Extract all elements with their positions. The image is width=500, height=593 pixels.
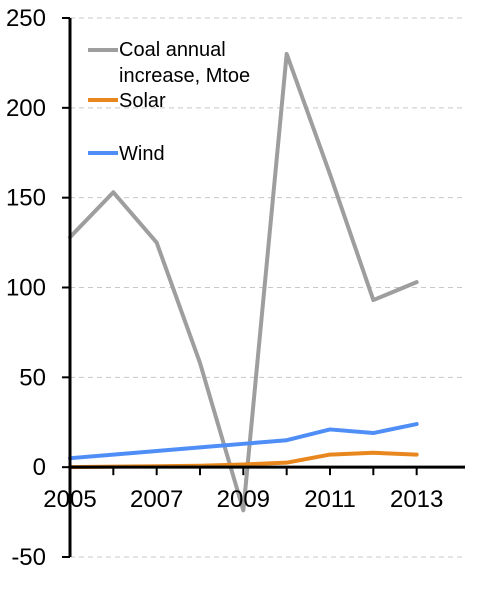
axes — [62, 17, 465, 558]
y-tick-label: 250 — [6, 5, 46, 32]
y-tick-label: 150 — [6, 185, 46, 212]
series-line-wind — [68, 422, 419, 461]
legend: Coal annual increase, Mtoe Solar Wind — [88, 39, 250, 165]
y-tick-label: 50 — [19, 364, 46, 391]
x-tick-label: 2009 — [217, 486, 270, 513]
y-tick-label: 0 — [33, 454, 46, 481]
y-tick-label: 100 — [6, 275, 46, 302]
series-lines — [68, 51, 419, 513]
x-tick-label: 2013 — [390, 486, 443, 513]
legend-label: increase, Mtoe — [119, 65, 250, 87]
x-tick-label: 2007 — [130, 486, 183, 513]
x-tick-label: 2005 — [43, 486, 96, 513]
y-tick-labels: 250 200 150 100 50 0 -50 — [6, 5, 46, 571]
legend-label: Coal annual — [119, 39, 226, 61]
legend-label: Wind — [119, 143, 165, 165]
series-line-coal — [68, 51, 419, 513]
x-tick-labels: 2005 2007 2009 2011 2013 — [43, 486, 443, 513]
x-tick-label: 2011 — [304, 486, 356, 513]
gridlines — [70, 17, 465, 558]
y-tick-label: 200 — [6, 95, 46, 122]
y-tick-label: -50 — [11, 544, 46, 571]
legend-label: Solar — [119, 90, 166, 112]
